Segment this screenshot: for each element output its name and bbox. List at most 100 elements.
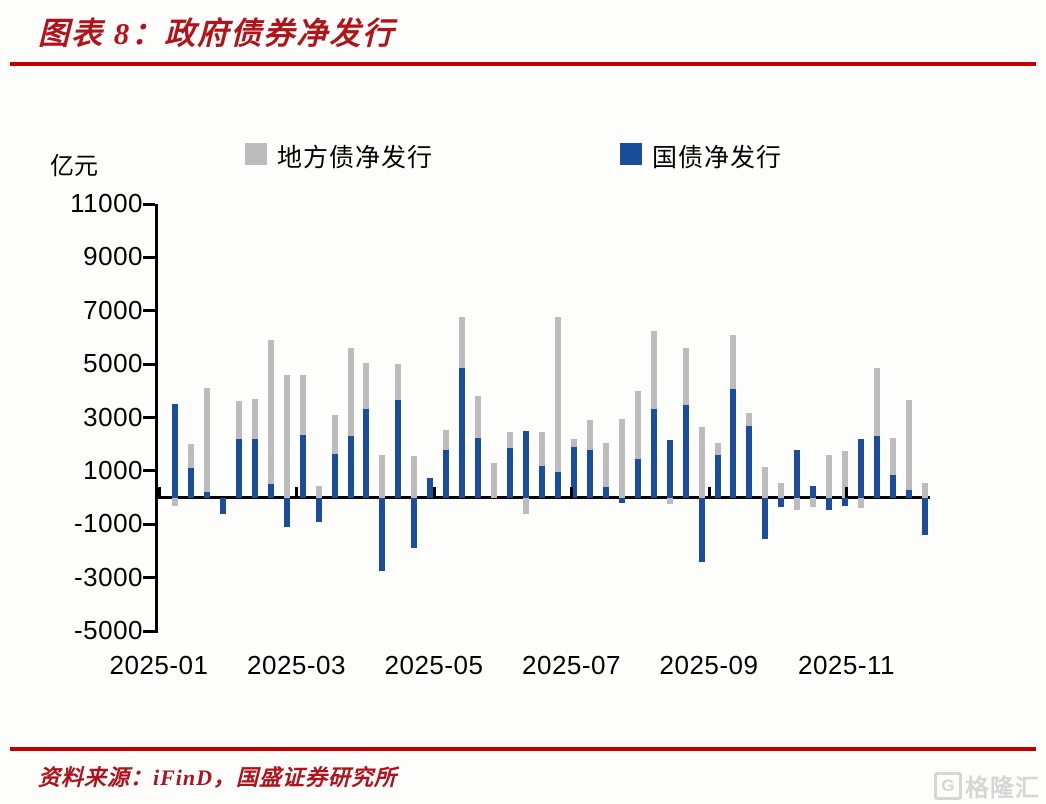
bar-treasury-bond bbox=[554, 472, 561, 498]
bar-treasury-bond bbox=[475, 437, 482, 498]
y-tick-label: 11000 bbox=[70, 188, 143, 218]
bar-local-bond bbox=[602, 442, 609, 498]
y-axis-tick bbox=[143, 522, 155, 526]
bar-treasury-bond bbox=[746, 425, 753, 498]
y-axis-tick bbox=[143, 576, 155, 580]
bar-treasury-bond bbox=[602, 486, 609, 498]
bar-local-bond bbox=[267, 340, 274, 498]
x-axis-month-tick bbox=[157, 486, 161, 498]
bar-treasury-bond bbox=[172, 404, 178, 498]
bar-treasury-bond bbox=[507, 448, 514, 498]
bar-chart-plot-area bbox=[143, 202, 930, 633]
y-axis-tick bbox=[143, 255, 155, 259]
y-tick-label: 5000 bbox=[83, 348, 143, 379]
y-axis-unit-label: 亿元 bbox=[50, 153, 98, 180]
bar-treasury-bond bbox=[586, 449, 593, 498]
bar-treasury-bond bbox=[251, 438, 258, 498]
chart-title: 图表 8：政府债券净发行 bbox=[38, 16, 396, 51]
bar-treasury-bond bbox=[874, 436, 881, 498]
y-tick-label: -3000 bbox=[74, 561, 143, 592]
bar-treasury-bond bbox=[315, 497, 322, 522]
bar-local-bond bbox=[491, 462, 498, 498]
x-axis-month-tick bbox=[295, 486, 298, 498]
y-tick-label: -1000 bbox=[74, 508, 143, 539]
bar-treasury-bond bbox=[459, 368, 466, 498]
bar-treasury-bond bbox=[682, 405, 689, 498]
gelonghui-logo-icon: G bbox=[934, 771, 962, 800]
bar-local-bond bbox=[794, 497, 801, 510]
title-divider-rule bbox=[10, 62, 1036, 66]
footer-divider-rule bbox=[10, 747, 1036, 751]
bar-treasury-bond bbox=[810, 485, 817, 498]
x-tick-label: 2025-11 bbox=[798, 650, 895, 680]
gelonghui-logo-text: 格隆汇 bbox=[965, 775, 1040, 802]
y-axis-tick bbox=[143, 629, 155, 633]
y-tick-label: 7000 bbox=[83, 294, 143, 325]
bar-local-bond bbox=[539, 431, 545, 498]
bar-treasury-bond bbox=[427, 477, 434, 498]
bar-treasury-bond bbox=[794, 449, 801, 498]
bar-treasury-bond bbox=[379, 497, 386, 571]
bar-treasury-bond bbox=[187, 468, 194, 498]
bar-local-bond bbox=[347, 348, 354, 498]
bar-treasury-bond bbox=[698, 497, 705, 562]
data-source-note: 资料来源：iFinD，国盛证券研究所 bbox=[38, 765, 398, 790]
bar-treasury-bond bbox=[570, 446, 577, 498]
y-axis-tick bbox=[143, 309, 155, 313]
bar-treasury-bond bbox=[666, 440, 673, 498]
bar-local-bond bbox=[618, 418, 625, 498]
bar-treasury-bond bbox=[235, 438, 242, 498]
bar-treasury-bond bbox=[730, 389, 737, 498]
bar-treasury-bond bbox=[714, 454, 721, 498]
bar-treasury-bond bbox=[363, 409, 370, 498]
bar-treasury-bond bbox=[634, 458, 641, 498]
y-axis-tick bbox=[143, 202, 155, 206]
bar-treasury-bond bbox=[347, 436, 354, 498]
bar-local-bond bbox=[778, 482, 785, 498]
bar-local-bond bbox=[906, 400, 913, 498]
bar-treasury-bond bbox=[826, 497, 833, 510]
bar-local-bond bbox=[203, 388, 210, 498]
x-tick-label: 2025-07 bbox=[522, 650, 621, 680]
y-axis-tick bbox=[143, 416, 155, 419]
bar-treasury-bond bbox=[539, 466, 545, 498]
bar-treasury-bond bbox=[618, 497, 625, 503]
x-tick-label: 2025-05 bbox=[384, 650, 484, 680]
gelonghui-watermark: G 格隆汇 bbox=[934, 768, 1040, 803]
bar-local-bond bbox=[315, 485, 322, 498]
y-tick-label: -5000 bbox=[74, 615, 143, 645]
bar-treasury-bond bbox=[921, 497, 928, 535]
bar-local-bond bbox=[826, 454, 833, 498]
bar-treasury-bond bbox=[411, 497, 418, 549]
bar-local-bond bbox=[411, 456, 418, 498]
bar-local-bond bbox=[666, 497, 673, 505]
bar-local-bond bbox=[698, 426, 705, 498]
bar-local-bond bbox=[810, 497, 817, 507]
legend-label-local-bond: 地方债净发行 bbox=[277, 144, 434, 172]
bar-treasury-bond bbox=[650, 409, 657, 498]
bar-treasury-bond bbox=[219, 497, 226, 514]
x-axis-month-tick bbox=[432, 486, 436, 498]
bar-local-bond bbox=[283, 374, 290, 498]
bar-local-bond bbox=[172, 497, 178, 506]
bar-local-bond bbox=[523, 497, 530, 514]
bar-treasury-bond bbox=[203, 492, 210, 498]
y-axis-tick bbox=[143, 362, 155, 366]
bar-treasury-bond bbox=[299, 434, 306, 498]
bar-local-bond bbox=[379, 454, 386, 498]
legend-label-treasury-bond: 国债净发行 bbox=[652, 144, 783, 172]
y-tick-label: 3000 bbox=[83, 401, 143, 432]
y-axis-line bbox=[155, 204, 158, 633]
bar-treasury-bond bbox=[762, 497, 769, 539]
x-axis-month-tick bbox=[570, 486, 573, 498]
bar-local-bond bbox=[858, 497, 865, 509]
bar-treasury-bond bbox=[890, 474, 897, 498]
bar-treasury-bond bbox=[906, 489, 913, 498]
bar-local-bond bbox=[921, 482, 928, 498]
x-axis-zero-line bbox=[155, 496, 930, 500]
bar-local-bond bbox=[890, 437, 897, 498]
x-tick-label: 2025-03 bbox=[247, 650, 346, 680]
bar-treasury-bond bbox=[778, 497, 785, 507]
bar-treasury-bond bbox=[842, 497, 849, 506]
y-tick-label: 9000 bbox=[83, 241, 143, 272]
